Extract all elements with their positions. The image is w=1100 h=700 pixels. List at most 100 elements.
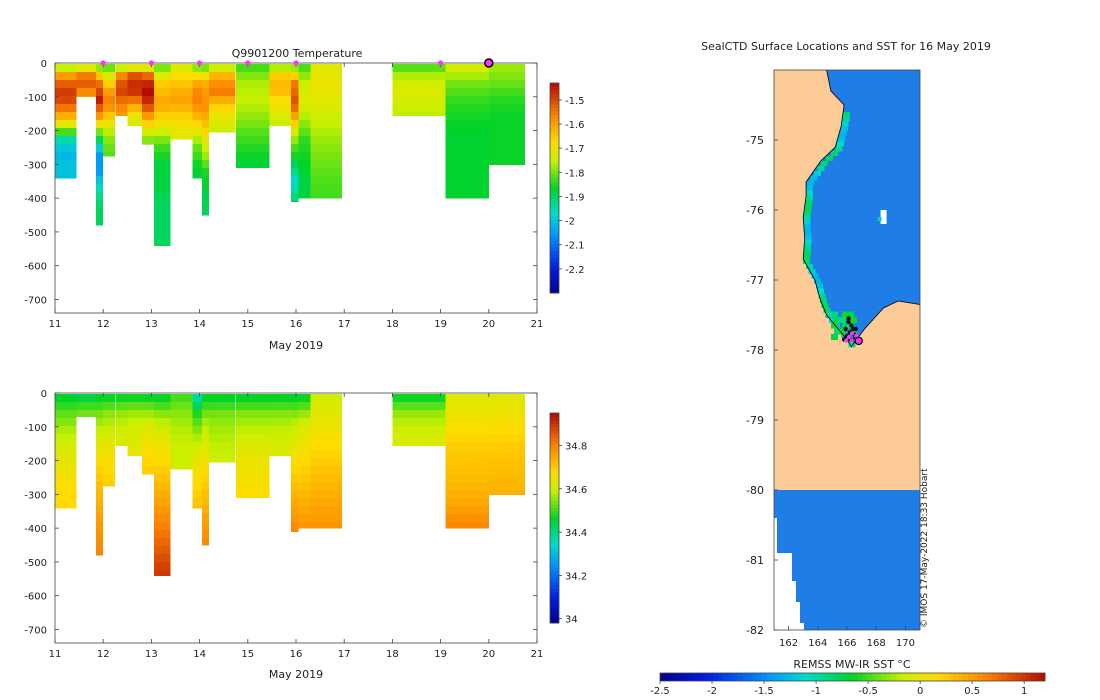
sal-cell	[153, 530, 171, 539]
sal-cell	[141, 434, 154, 443]
temp-colorbar-segment	[550, 104, 559, 108]
map-coastal-sst-cell	[838, 136, 846, 142]
sal-xtick-label: 16	[290, 649, 303, 660]
temp-cell	[298, 120, 311, 129]
sal-cell	[310, 490, 342, 499]
sal-colorbar-segment	[550, 500, 559, 505]
map-coastal-sst-cell	[843, 112, 851, 117]
sal-cell	[192, 450, 202, 459]
temp-colorbar-segment	[550, 265, 559, 269]
temp-cell	[298, 104, 311, 113]
sal-cell	[96, 458, 104, 467]
map-colorbar-segment	[1025, 673, 1032, 681]
map-colorbar-segment	[804, 673, 810, 681]
temp-colorbar-segment	[550, 254, 559, 259]
sal-cell	[310, 418, 342, 427]
sal-cell	[298, 450, 311, 459]
sal-cell	[76, 410, 96, 417]
temp-cell	[103, 64, 116, 73]
map-colorbar-segment	[963, 673, 969, 681]
sal-cell	[291, 402, 299, 411]
temp-cell	[55, 104, 77, 113]
map-colorbar-segment	[992, 673, 998, 681]
map-colorbar-segment	[900, 673, 906, 681]
sal-cell	[202, 498, 210, 507]
sal-cell	[298, 458, 311, 467]
temp-cell	[202, 192, 210, 201]
map-colorbar-segment	[1030, 673, 1036, 681]
temp-colorbar-segment	[550, 219, 559, 224]
temp-cell	[115, 104, 128, 113]
temp-cell	[115, 64, 128, 73]
sal-colorbar-segment	[550, 458, 559, 463]
temp-colorbar-segment	[550, 279, 559, 283]
sal-colorbar-segment	[550, 532, 559, 536]
sal-xtick-label: 20	[482, 649, 495, 660]
temp-cell	[269, 104, 292, 113]
temp-cell	[488, 160, 525, 165]
map-coastal-sst-cell	[839, 317, 846, 324]
temp-colorbar-segment	[550, 118, 559, 122]
temp-cell	[298, 160, 311, 169]
sal-cell	[445, 514, 489, 523]
temp-cell	[153, 184, 171, 193]
map-colorbar-segment	[982, 673, 988, 681]
sal-cell	[209, 394, 236, 403]
temp-cell	[153, 80, 171, 89]
sal-cell	[96, 546, 104, 555]
sal-cell	[291, 498, 299, 507]
temp-colorbar-segment	[550, 212, 559, 217]
temp-cell	[192, 168, 202, 177]
map-colorbar-segment	[1040, 673, 1046, 681]
map-colorbar-tick-label: 1	[1021, 686, 1027, 697]
temp-profile-marker	[148, 60, 154, 66]
sal-cell	[96, 514, 104, 523]
sal-xtick-label: 19	[434, 649, 447, 660]
sal-cell	[55, 442, 77, 451]
temp-colorbar-segment	[550, 209, 559, 213]
map-coastal-sst-cell	[804, 205, 812, 211]
temp-cell	[96, 168, 104, 177]
temp-cell	[55, 176, 77, 179]
temp-cell	[192, 120, 202, 129]
sal-cell	[55, 466, 77, 475]
temp-highlight-marker	[484, 58, 494, 68]
sal-cell	[310, 442, 342, 451]
temp-cell	[445, 160, 489, 169]
temp-cell	[76, 80, 96, 89]
temp-cell	[202, 112, 210, 121]
temp-cell	[153, 160, 171, 169]
map-coastal-sst-cell	[823, 308, 831, 313]
sal-cell	[445, 482, 489, 491]
temp-cell	[445, 72, 489, 81]
sal-colorbar-segment	[550, 570, 559, 575]
sal-colorbar-segment	[550, 437, 559, 442]
temp-cell	[235, 80, 270, 89]
map-colorbar-segment	[862, 673, 868, 681]
sal-cell	[192, 490, 202, 499]
temp-cell	[202, 96, 210, 105]
map-coastal-sst-cell	[804, 239, 812, 245]
temp-cell	[202, 176, 210, 185]
temp-cell	[291, 104, 299, 113]
temp-cell	[55, 72, 77, 81]
temp-cell	[55, 144, 77, 153]
temp-cell	[209, 120, 236, 129]
map-coastal-sst-cell	[830, 151, 838, 157]
map-colorbar-segment	[1035, 673, 1041, 681]
sal-profile-column	[141, 394, 154, 475]
temp-colorbar-tick-label: -1.8	[565, 168, 585, 179]
temp-colorbar-segment	[550, 230, 559, 234]
temp-cell	[202, 80, 210, 89]
temp-cell	[55, 112, 77, 121]
map-colorbar-tick-label: -1.5	[754, 686, 774, 697]
map-colorbar-segment	[852, 673, 858, 681]
temp-cell	[103, 80, 116, 89]
temp-cell	[235, 144, 270, 153]
temp-cell	[298, 152, 311, 161]
temp-cell	[202, 160, 210, 169]
temp-cell	[170, 112, 193, 121]
sal-cell	[55, 498, 77, 507]
sal-cell	[55, 418, 77, 427]
temp-cell	[141, 120, 154, 129]
